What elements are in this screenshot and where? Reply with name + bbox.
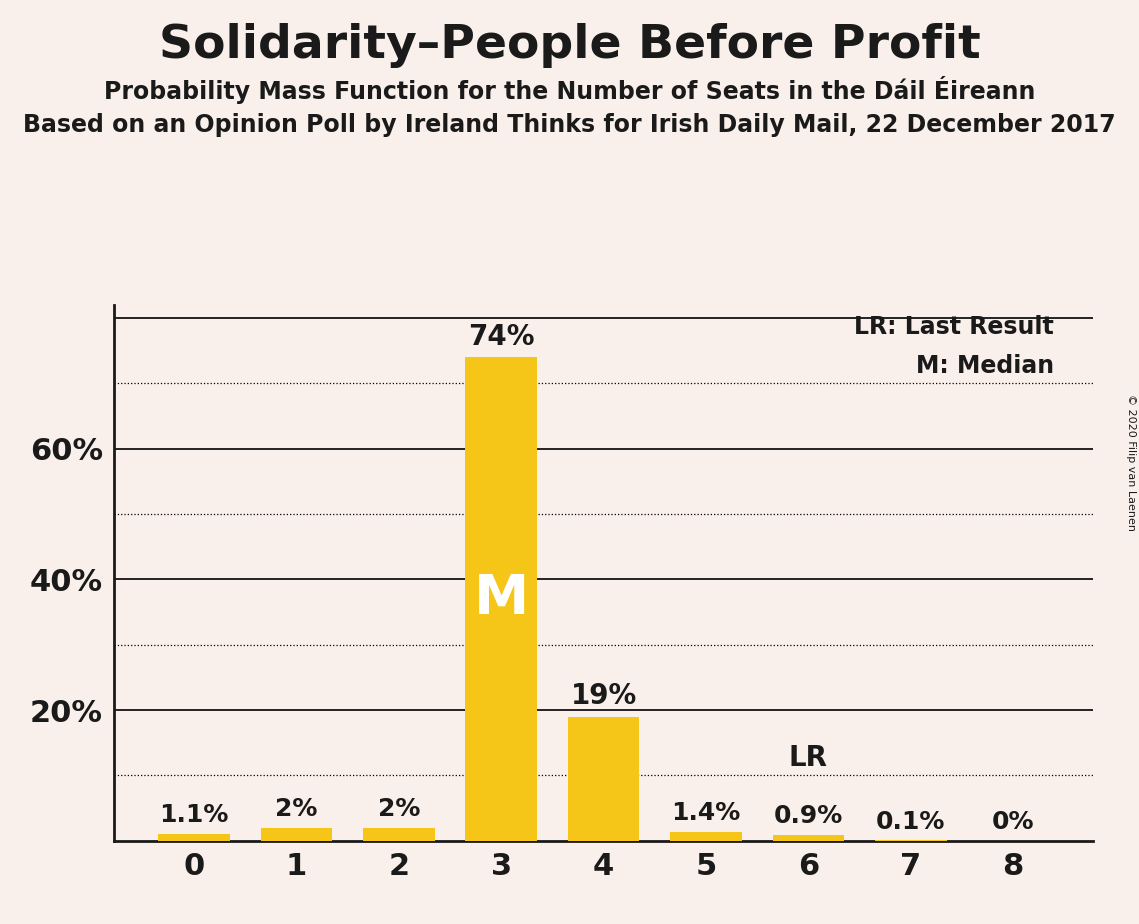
Text: 74%: 74% xyxy=(468,322,534,351)
Text: 0.9%: 0.9% xyxy=(773,805,843,829)
Text: © 2020 Filip van Laenen: © 2020 Filip van Laenen xyxy=(1126,394,1136,530)
Bar xyxy=(158,833,230,841)
Text: M: M xyxy=(474,572,528,626)
Text: LR: Last Result: LR: Last Result xyxy=(854,315,1054,339)
Text: LR: LR xyxy=(789,744,828,772)
Bar xyxy=(670,832,741,841)
Bar xyxy=(772,835,844,841)
Bar xyxy=(363,828,435,841)
Text: Based on an Opinion Poll by Ireland Thinks for Irish Daily Mail, 22 December 201: Based on an Opinion Poll by Ireland Thin… xyxy=(23,113,1116,137)
Text: Probability Mass Function for the Number of Seats in the Dáil Éireann: Probability Mass Function for the Number… xyxy=(104,76,1035,103)
Bar xyxy=(466,358,538,841)
Bar xyxy=(568,717,639,841)
Text: 2%: 2% xyxy=(378,797,420,821)
Text: 0%: 0% xyxy=(992,810,1034,834)
Text: 0.1%: 0.1% xyxy=(876,809,945,833)
Text: 2%: 2% xyxy=(276,797,318,821)
Text: 19%: 19% xyxy=(571,682,637,711)
Bar xyxy=(261,828,333,841)
Text: 1.1%: 1.1% xyxy=(159,803,229,827)
Text: 1.4%: 1.4% xyxy=(671,801,740,825)
Text: M: Median: M: Median xyxy=(916,354,1054,378)
Text: Solidarity–People Before Profit: Solidarity–People Before Profit xyxy=(158,23,981,68)
